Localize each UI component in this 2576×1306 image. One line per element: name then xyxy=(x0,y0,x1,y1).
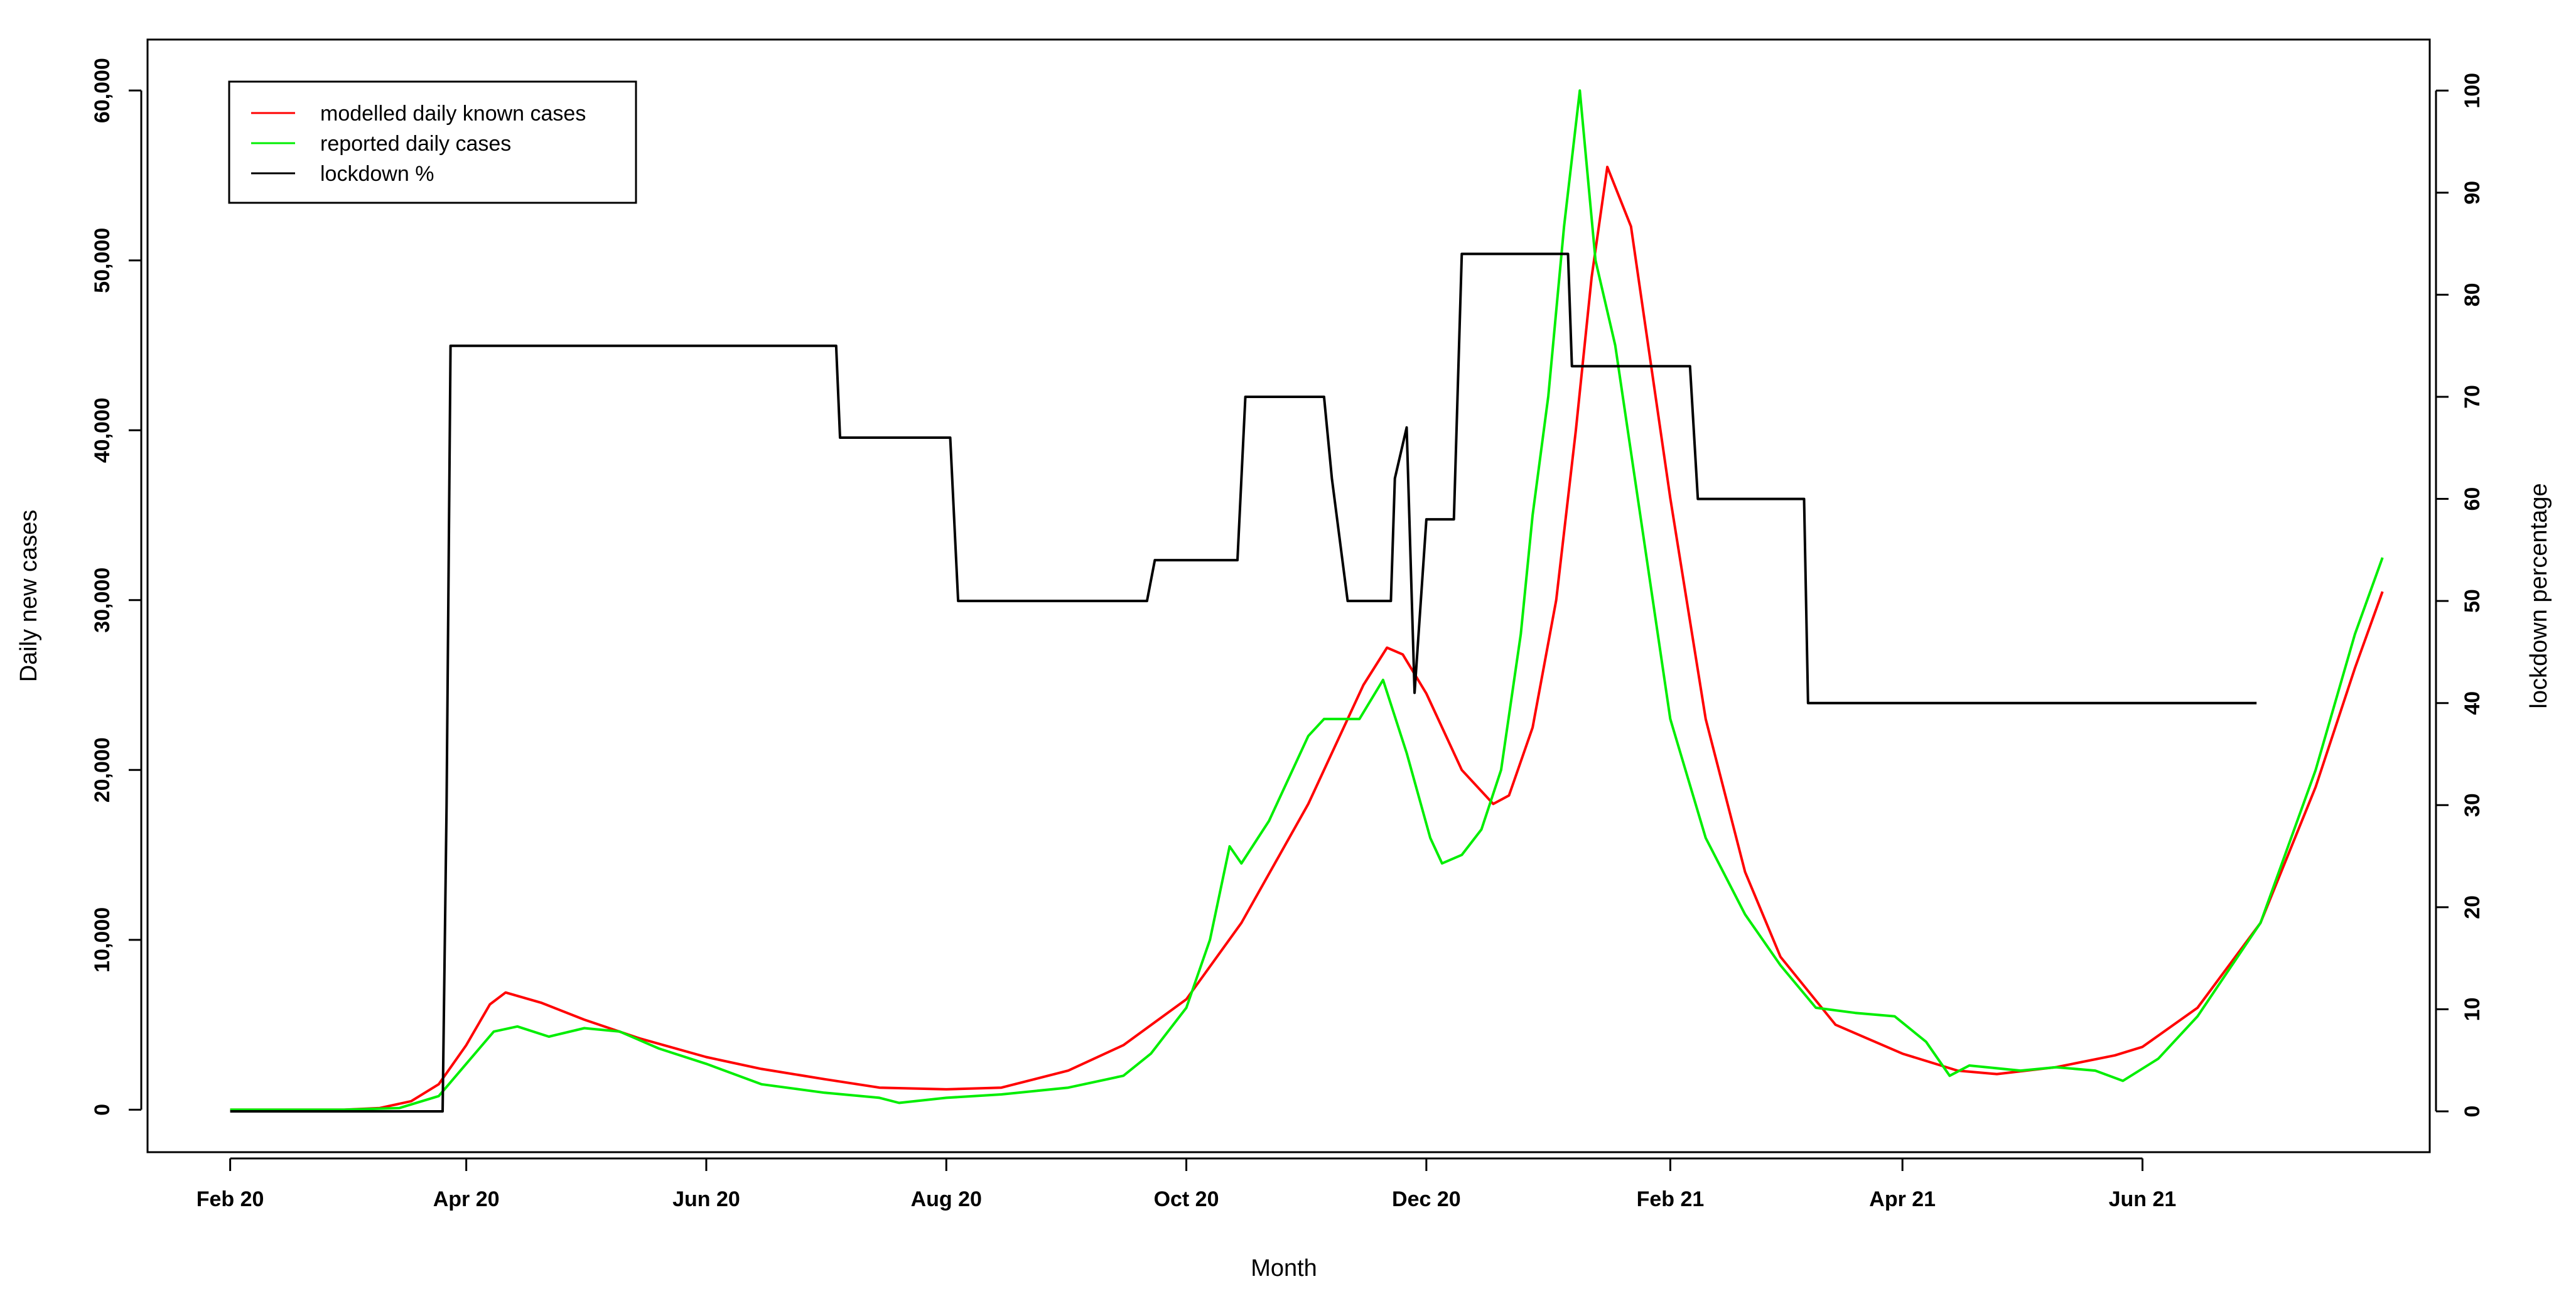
x-tick-label: Feb 21 xyxy=(1637,1187,1705,1211)
right-y-tick-label: 90 xyxy=(2460,181,2484,205)
left-y-tick-label: 10,000 xyxy=(90,907,114,973)
x-tick-label: Jun 20 xyxy=(672,1187,740,1211)
legend-label-reported: reported daily cases xyxy=(320,132,511,156)
right-y-tick-label: 30 xyxy=(2460,793,2484,817)
right-y-tick-label: 10 xyxy=(2460,997,2484,1021)
right-y-tick-label: 60 xyxy=(2460,487,2484,511)
legend-label-modelled: modelled daily known cases xyxy=(320,102,586,126)
series-line-reported xyxy=(230,89,2384,1111)
right-y-tick-label: 0 xyxy=(2460,1106,2484,1118)
right-y-tick-label: 80 xyxy=(2460,283,2484,307)
series-line-modelled xyxy=(230,165,2384,1111)
left-y-tick-label: 30,000 xyxy=(90,568,114,633)
x-tick-label: Aug 20 xyxy=(911,1187,982,1211)
series-layer xyxy=(230,89,2384,1113)
right-y-tick-label: 70 xyxy=(2460,385,2484,409)
x-tick-label: Feb 20 xyxy=(197,1187,264,1211)
legend-label-lockdown: lockdown % xyxy=(320,162,434,186)
right-y-tick-label: 100 xyxy=(2460,73,2484,109)
series-line-lockdown xyxy=(230,252,2257,1113)
right-y-axis: 0 10 20 30 40 50 60 70 80 90 100 xyxy=(2435,73,2484,1118)
right-y-tick-label: 40 xyxy=(2460,691,2484,715)
x-tick-label: Jun 21 xyxy=(2109,1187,2177,1211)
right-y-tick-label: 50 xyxy=(2460,589,2484,613)
legend-box xyxy=(228,80,637,204)
x-tick-label: Oct 20 xyxy=(1154,1187,1219,1211)
x-axis-title: Month xyxy=(1251,1255,1317,1282)
left-y-tick-label: 60,000 xyxy=(90,58,114,123)
x-axis: Feb 20 Apr 20 Jun 20 Aug 20 Oct 20 Dec 20 Feb … xyxy=(197,1157,2177,1211)
right-y-tick-label: 20 xyxy=(2460,895,2484,919)
y2-axis-title: lockdown percentage xyxy=(2526,483,2552,708)
plot-frame xyxy=(146,38,2431,1153)
left-y-axis: 0 10,000 20,000 30,000 40,000 50,000 60,000 xyxy=(90,58,143,1116)
x-tick-label: Apr 20 xyxy=(433,1187,500,1211)
left-y-tick-label: 0 xyxy=(90,1104,114,1116)
x-tick-label: Apr 21 xyxy=(1869,1187,1936,1211)
left-y-tick-label: 50,000 xyxy=(90,228,114,293)
legend: modelled daily known cases reported dail… xyxy=(228,80,637,204)
y-axis-title: Daily new cases xyxy=(16,510,42,683)
left-y-tick-label: 40,000 xyxy=(90,397,114,463)
left-y-tick-label: 20,000 xyxy=(90,737,114,802)
x-tick-label: Dec 20 xyxy=(1392,1187,1461,1211)
